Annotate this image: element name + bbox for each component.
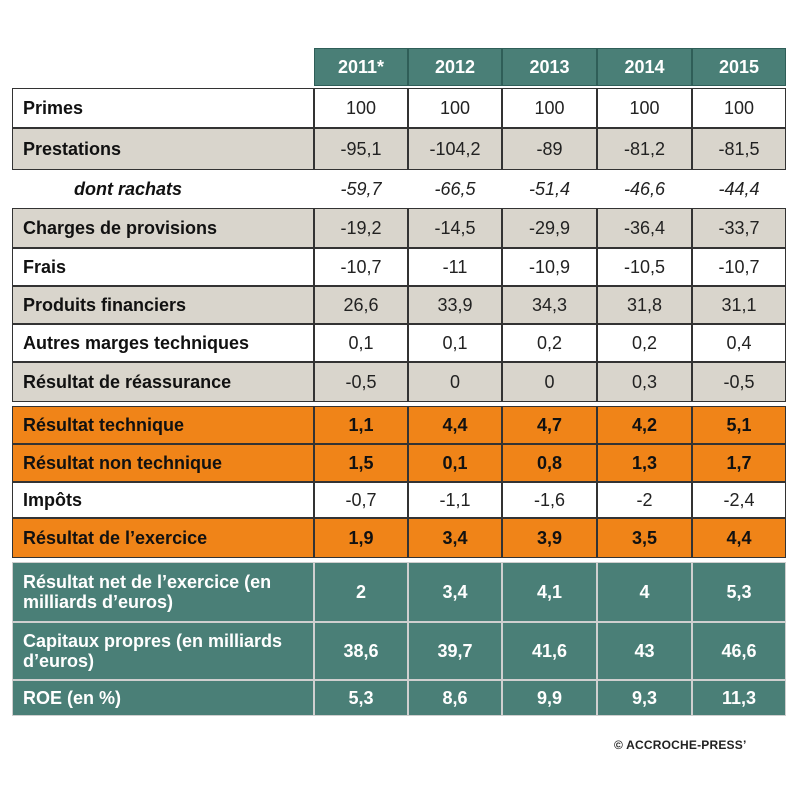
- table-cell: -0,5: [314, 362, 408, 402]
- table-cell: 43: [597, 622, 692, 680]
- table-cell: 1,7: [692, 444, 786, 482]
- table-cell: 4,4: [692, 518, 786, 558]
- table-cell: -10,9: [502, 248, 597, 286]
- table-cell: 3,4: [408, 518, 502, 558]
- table-cell: -10,7: [692, 248, 786, 286]
- table-cell: -59,7: [340, 178, 382, 199]
- row-label: Résultat de l’exercice: [12, 518, 314, 558]
- table-cell: 4,4: [408, 406, 502, 444]
- table-cell: 31,8: [597, 286, 692, 324]
- table-cell: 3,5: [597, 518, 692, 558]
- table-cell: 9,9: [502, 680, 597, 716]
- table-cell: 0,1: [408, 444, 502, 482]
- table-cell: -19,2: [314, 208, 408, 248]
- table-cell: 0,2: [597, 324, 692, 362]
- table-cell: -0,5: [692, 362, 786, 402]
- table-cell: 11,3: [692, 680, 786, 716]
- table-cell: 0,2: [502, 324, 597, 362]
- table-cell: -81,5: [692, 128, 786, 170]
- row-label: Résultat technique: [12, 406, 314, 444]
- table-cell: 0,1: [408, 324, 502, 362]
- row-label: Impôts: [12, 482, 314, 518]
- table-cell: -2,4: [692, 482, 786, 518]
- table-cell: 0: [408, 362, 502, 402]
- table-cell: -66,5: [434, 178, 476, 199]
- table-cell: 26,6: [314, 286, 408, 324]
- column-header: 2011*: [314, 48, 408, 86]
- table-cell: 38,6: [314, 622, 408, 680]
- table-cell: 100: [502, 88, 597, 128]
- row-label: Capitaux propres (en milliards d’euros): [12, 622, 314, 680]
- table-cell: -81,2: [597, 128, 692, 170]
- table-cell: 39,7: [408, 622, 502, 680]
- table-cell: 100: [692, 88, 786, 128]
- copyright-notice: © ACCROCHE-PRESS’: [614, 738, 747, 752]
- table-cell: 0,8: [502, 444, 597, 482]
- column-header: 2015: [692, 48, 786, 86]
- table-cell: 33,9: [408, 286, 502, 324]
- table-cell: -11: [408, 248, 502, 286]
- table-cell: 2: [314, 562, 408, 622]
- table-cell: -0,7: [314, 482, 408, 518]
- table-cell: -89: [502, 128, 597, 170]
- row-label: ROE (en %): [12, 680, 314, 716]
- table-cell: 0,1: [314, 324, 408, 362]
- row-label: Primes: [12, 88, 314, 128]
- table-cell: 9,3: [597, 680, 692, 716]
- table-cell: 3,4: [408, 562, 502, 622]
- table-cell: 3,9: [502, 518, 597, 558]
- table-cell: 1,1: [314, 406, 408, 444]
- row-label: Produits financiers: [12, 286, 314, 324]
- table-cell: 5,1: [692, 406, 786, 444]
- row-label: Frais: [12, 248, 314, 286]
- column-header: 2014: [597, 48, 692, 86]
- table-cell: -10,7: [314, 248, 408, 286]
- table-cell: 4: [597, 562, 692, 622]
- table-cell: 100: [597, 88, 692, 128]
- table-cell: 41,6: [502, 622, 597, 680]
- table-cell: 31,1: [692, 286, 786, 324]
- table-cell: -44,4: [718, 178, 760, 199]
- row-label: Charges de provisions: [12, 208, 314, 248]
- column-header: 2012: [408, 48, 502, 86]
- table-cell: -46,6: [623, 178, 666, 199]
- table-cell: -2: [597, 482, 692, 518]
- table-cell: -36,4: [597, 208, 692, 248]
- table-cell: 4,2: [597, 406, 692, 444]
- row-label: Résultat de réassurance: [12, 362, 314, 402]
- row-label: dont rachats: [74, 178, 183, 199]
- table-cell: -14,5: [408, 208, 502, 248]
- table-cell: 5,3: [692, 562, 786, 622]
- row-label: Résultat non technique: [12, 444, 314, 482]
- table-cell: 0: [502, 362, 597, 402]
- table-cell: 1,3: [597, 444, 692, 482]
- table-cell: 0,4: [692, 324, 786, 362]
- table-cell: -10,5: [597, 248, 692, 286]
- table-cell: 0,3: [597, 362, 692, 402]
- table-cell: -1,6: [502, 482, 597, 518]
- table-cell: -104,2: [408, 128, 502, 170]
- table-cell: 1,9: [314, 518, 408, 558]
- table-cell: -33,7: [692, 208, 786, 248]
- table-cell: -95,1: [314, 128, 408, 170]
- table-cell: 4,1: [502, 562, 597, 622]
- table-cell: 5,3: [314, 680, 408, 716]
- row-label: Autres marges techniques: [12, 324, 314, 362]
- table-cell: 1,5: [314, 444, 408, 482]
- table-cell: 46,6: [692, 622, 786, 680]
- table-cell: -1,1: [408, 482, 502, 518]
- row-label: Prestations: [12, 128, 314, 170]
- row-label: Résultat net de l’exercice (en milliards…: [12, 562, 314, 622]
- table-cell: -51,4: [528, 178, 571, 199]
- column-header: 2013: [502, 48, 597, 86]
- table-cell: -29,9: [502, 208, 597, 248]
- table-cell: 34,3: [502, 286, 597, 324]
- table-cell: 8,6: [408, 680, 502, 716]
- table-cell: 4,7: [502, 406, 597, 444]
- table-cell: 100: [408, 88, 502, 128]
- table-cell: 100: [314, 88, 408, 128]
